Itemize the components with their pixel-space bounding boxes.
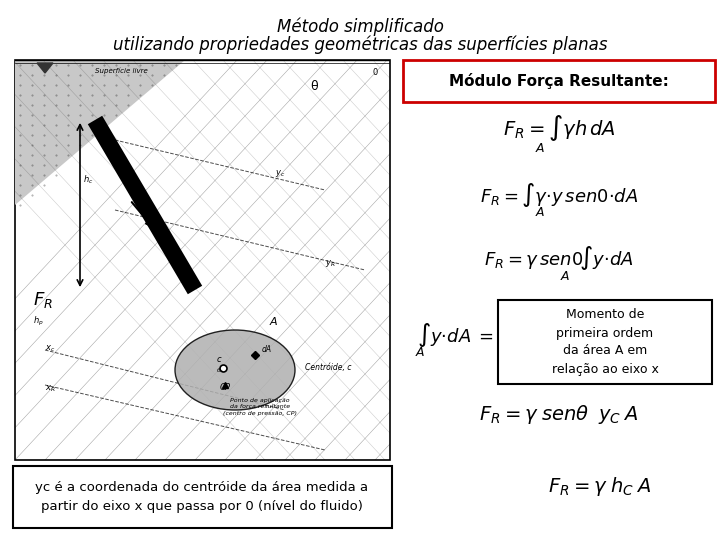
Text: $F_R = \gamma\,sen0\!\int y{\cdot}dA$: $F_R = \gamma\,sen0\!\int y{\cdot}dA$ [484, 244, 634, 272]
Text: c: c [217, 355, 222, 364]
Text: θ: θ [310, 80, 318, 93]
FancyBboxPatch shape [498, 300, 712, 384]
Text: $F_R$: $F_R$ [33, 290, 53, 310]
Ellipse shape [175, 330, 295, 410]
Text: dA: dA [262, 345, 272, 354]
Text: Método simplificado: Método simplificado [276, 18, 444, 37]
Text: dF: dF [133, 183, 143, 192]
Text: $x_R$: $x_R$ [45, 383, 55, 394]
Text: $A$: $A$ [535, 141, 545, 154]
Text: $F_R = \int\gamma h\,dA$: $F_R = \int\gamma h\,dA$ [503, 113, 616, 143]
Text: $F_R = \int\gamma{\cdot}y\,sen0{\cdot}dA$: $F_R = \int\gamma{\cdot}y\,sen0{\cdot}dA… [480, 181, 638, 209]
Bar [15, 60, 390, 460]
Text: Superfície livre: Superfície livre [95, 68, 148, 75]
Text: $F_R = \gamma\;h_C\;A$: $F_R = \gamma\;h_C\;A$ [548, 476, 652, 498]
Text: $\theta_c$: $\theta_c$ [216, 366, 224, 375]
Text: yc é a coordenada do centróide da área medida a
partir do eixo x que passa por 0: yc é a coordenada do centróide da área m… [35, 481, 369, 513]
FancyBboxPatch shape [403, 60, 715, 102]
Polygon shape [37, 63, 53, 73]
Text: $\int y{\cdot}dA\; =$: $\int y{\cdot}dA\; =$ [417, 321, 493, 349]
Text: Módulo Força Resultante:: Módulo Força Resultante: [449, 73, 669, 89]
Text: utilizando propriedades geométricas das superfícies planas: utilizando propriedades geométricas das … [113, 36, 607, 55]
Text: $x_c$: $x_c$ [45, 343, 55, 354]
Text: $A$: $A$ [535, 206, 545, 219]
FancyBboxPatch shape [13, 466, 392, 528]
Text: $A$: $A$ [415, 347, 426, 360]
Text: $A$: $A$ [560, 269, 570, 282]
Text: Centróide, c: Centróide, c [305, 363, 351, 372]
Text: $F_R = \gamma\;sen\theta\;\;y_C\;A$: $F_R = \gamma\;sen\theta\;\;y_C\;A$ [479, 403, 639, 427]
Text: Ponto de aplicação
da força resultante
(centro de pressão, CP): Ponto de aplicação da força resultante (… [223, 398, 297, 416]
Text: $y_R$: $y_R$ [325, 258, 336, 269]
Text: $h_p$: $h_p$ [33, 315, 44, 328]
Text: A: A [270, 317, 278, 327]
Text: 0: 0 [372, 68, 377, 77]
Polygon shape [15, 60, 185, 205]
Text: CP: CP [220, 383, 230, 392]
Text: $y_c$: $y_c$ [275, 168, 285, 179]
Text: $h_c$: $h_c$ [83, 174, 94, 186]
Text: Momento de
primeira ordem
da área A em
relação ao eixo x: Momento de primeira ordem da área A em r… [552, 308, 658, 375]
